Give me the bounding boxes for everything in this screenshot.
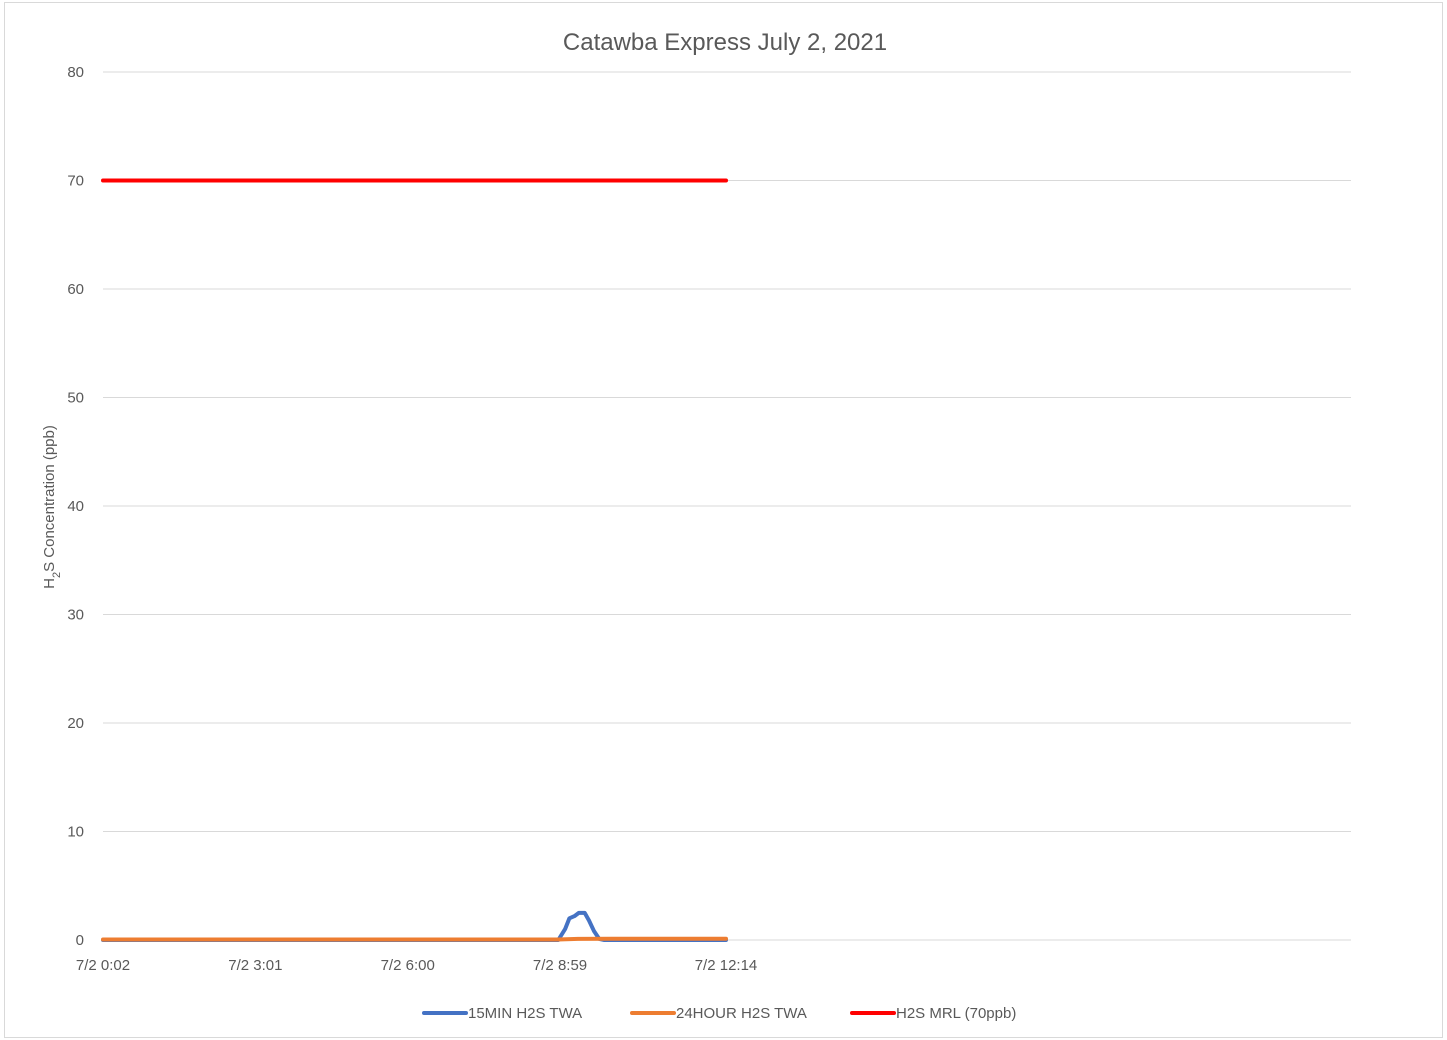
legend-label: 24HOUR H2S TWA — [676, 1005, 807, 1022]
x-ticks: 7/2 0:02 7/2 3:01 7/2 6:00 7/2 8:59 7/2 12:1… — [76, 957, 757, 974]
chart-title: Catawba Express July 2, 2021 — [563, 29, 887, 56]
y-axis-label: H2S Concentration (ppb) — [41, 425, 63, 589]
grid — [103, 71, 1351, 941]
x-tick-label: 7/2 12:14 — [695, 957, 758, 974]
legend-label: 15MIN H2S TWA — [468, 1005, 582, 1022]
legend-label: H2S MRL (70ppb) — [896, 1005, 1016, 1022]
x-tick-label: 7/2 6:00 — [381, 957, 435, 974]
y-ticks: 0 10 20 30 40 50 60 70 80 — [67, 64, 84, 949]
y-tick-label: 0 — [76, 932, 84, 949]
y-tick-label: 40 — [67, 498, 84, 515]
legend: 15MIN H2S TWA 24HOUR H2S TWA H2S MRL (70pp… — [422, 1005, 1016, 1022]
y-tick-label: 80 — [67, 64, 84, 81]
y-tick-label: 70 — [67, 173, 84, 190]
series-layer — [101, 178, 728, 942]
y-tick-label: 20 — [67, 715, 84, 732]
y-tick-label: 60 — [67, 281, 84, 298]
x-tick-label: 7/2 0:02 — [76, 957, 130, 974]
y-tick-label: 30 — [67, 607, 84, 624]
y-tick-label: 50 — [67, 390, 84, 407]
series-line-2 — [101, 936, 728, 942]
y-tick-label: 10 — [67, 824, 84, 841]
x-tick-label: 7/2 8:59 — [533, 957, 587, 974]
series-line-1 — [101, 910, 728, 942]
chart-frame — [4, 2, 1443, 1038]
x-tick-label: 7/2 3:01 — [228, 957, 282, 974]
